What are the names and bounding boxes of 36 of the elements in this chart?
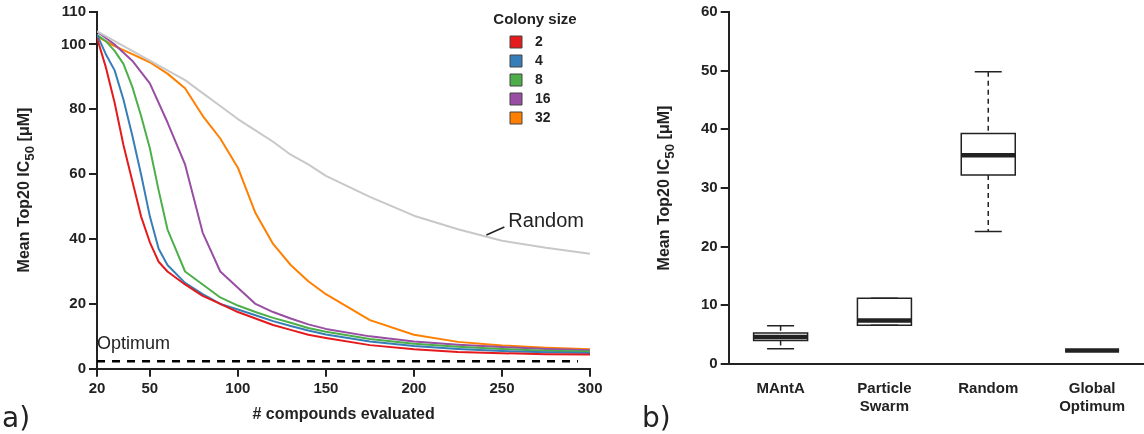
x-tick-label: 150	[313, 378, 339, 396]
text: b)	[642, 401, 671, 434]
x-tick-label: Random	[958, 379, 1019, 397]
x-tick-label: Global Optimum	[1059, 379, 1126, 415]
legend-label: 2	[535, 32, 543, 49]
annotation: Random	[508, 208, 584, 231]
x-tick-label: MAntA	[756, 379, 805, 397]
y-tick-label: 0	[77, 358, 87, 376]
y-tick-label: 50	[701, 60, 718, 78]
y-tick-label: 0	[709, 354, 718, 372]
y-tick-label: 80	[69, 99, 87, 117]
y-tick-label: 60	[69, 164, 87, 182]
legend-title: Colony size	[493, 10, 577, 28]
y-tick-label: 40	[69, 229, 87, 247]
legend-label: 4	[535, 51, 543, 68]
x-tick-label: 300	[577, 378, 603, 396]
legend-label: 8	[535, 70, 543, 87]
y-tick-label: 100	[61, 34, 87, 52]
y-tick-label: 30	[701, 178, 718, 196]
y-tick-label: 60	[701, 2, 718, 20]
x-tick-label: 100	[225, 378, 251, 396]
x-axis-title: # compounds evaluated	[252, 404, 435, 422]
x-tick-label: 20	[88, 378, 106, 396]
text: a)	[2, 401, 31, 434]
x-tick-label: Particle Swarm	[857, 379, 912, 415]
y-tick-label: 20	[69, 294, 87, 312]
x-tick-label: 250	[489, 378, 515, 396]
ref-line-label: Optimum	[97, 333, 171, 354]
y-tick-label: 40	[701, 119, 718, 137]
y-tick-label: 10	[701, 295, 718, 313]
x-tick-label: 50	[141, 378, 159, 396]
x-tick-label: 200	[401, 378, 427, 396]
y-tick-label: 20	[701, 236, 718, 254]
y-tick-label: 110	[61, 2, 87, 20]
legend-label: 32	[535, 108, 551, 125]
legend-label: 16	[535, 89, 551, 106]
